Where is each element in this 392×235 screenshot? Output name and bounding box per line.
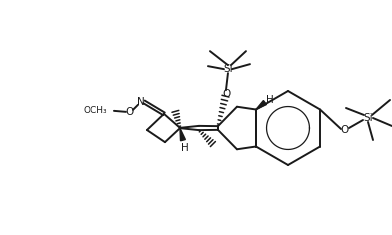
Polygon shape: [256, 101, 267, 110]
Text: O: O: [223, 89, 231, 99]
Text: N: N: [137, 97, 145, 107]
Text: Si: Si: [363, 113, 373, 123]
Text: H: H: [266, 94, 274, 105]
Text: OCH₃: OCH₃: [83, 106, 107, 115]
Text: O: O: [126, 107, 134, 117]
Polygon shape: [180, 128, 185, 141]
Text: O: O: [341, 125, 349, 135]
Text: Si: Si: [223, 64, 233, 74]
Text: H: H: [181, 143, 189, 153]
